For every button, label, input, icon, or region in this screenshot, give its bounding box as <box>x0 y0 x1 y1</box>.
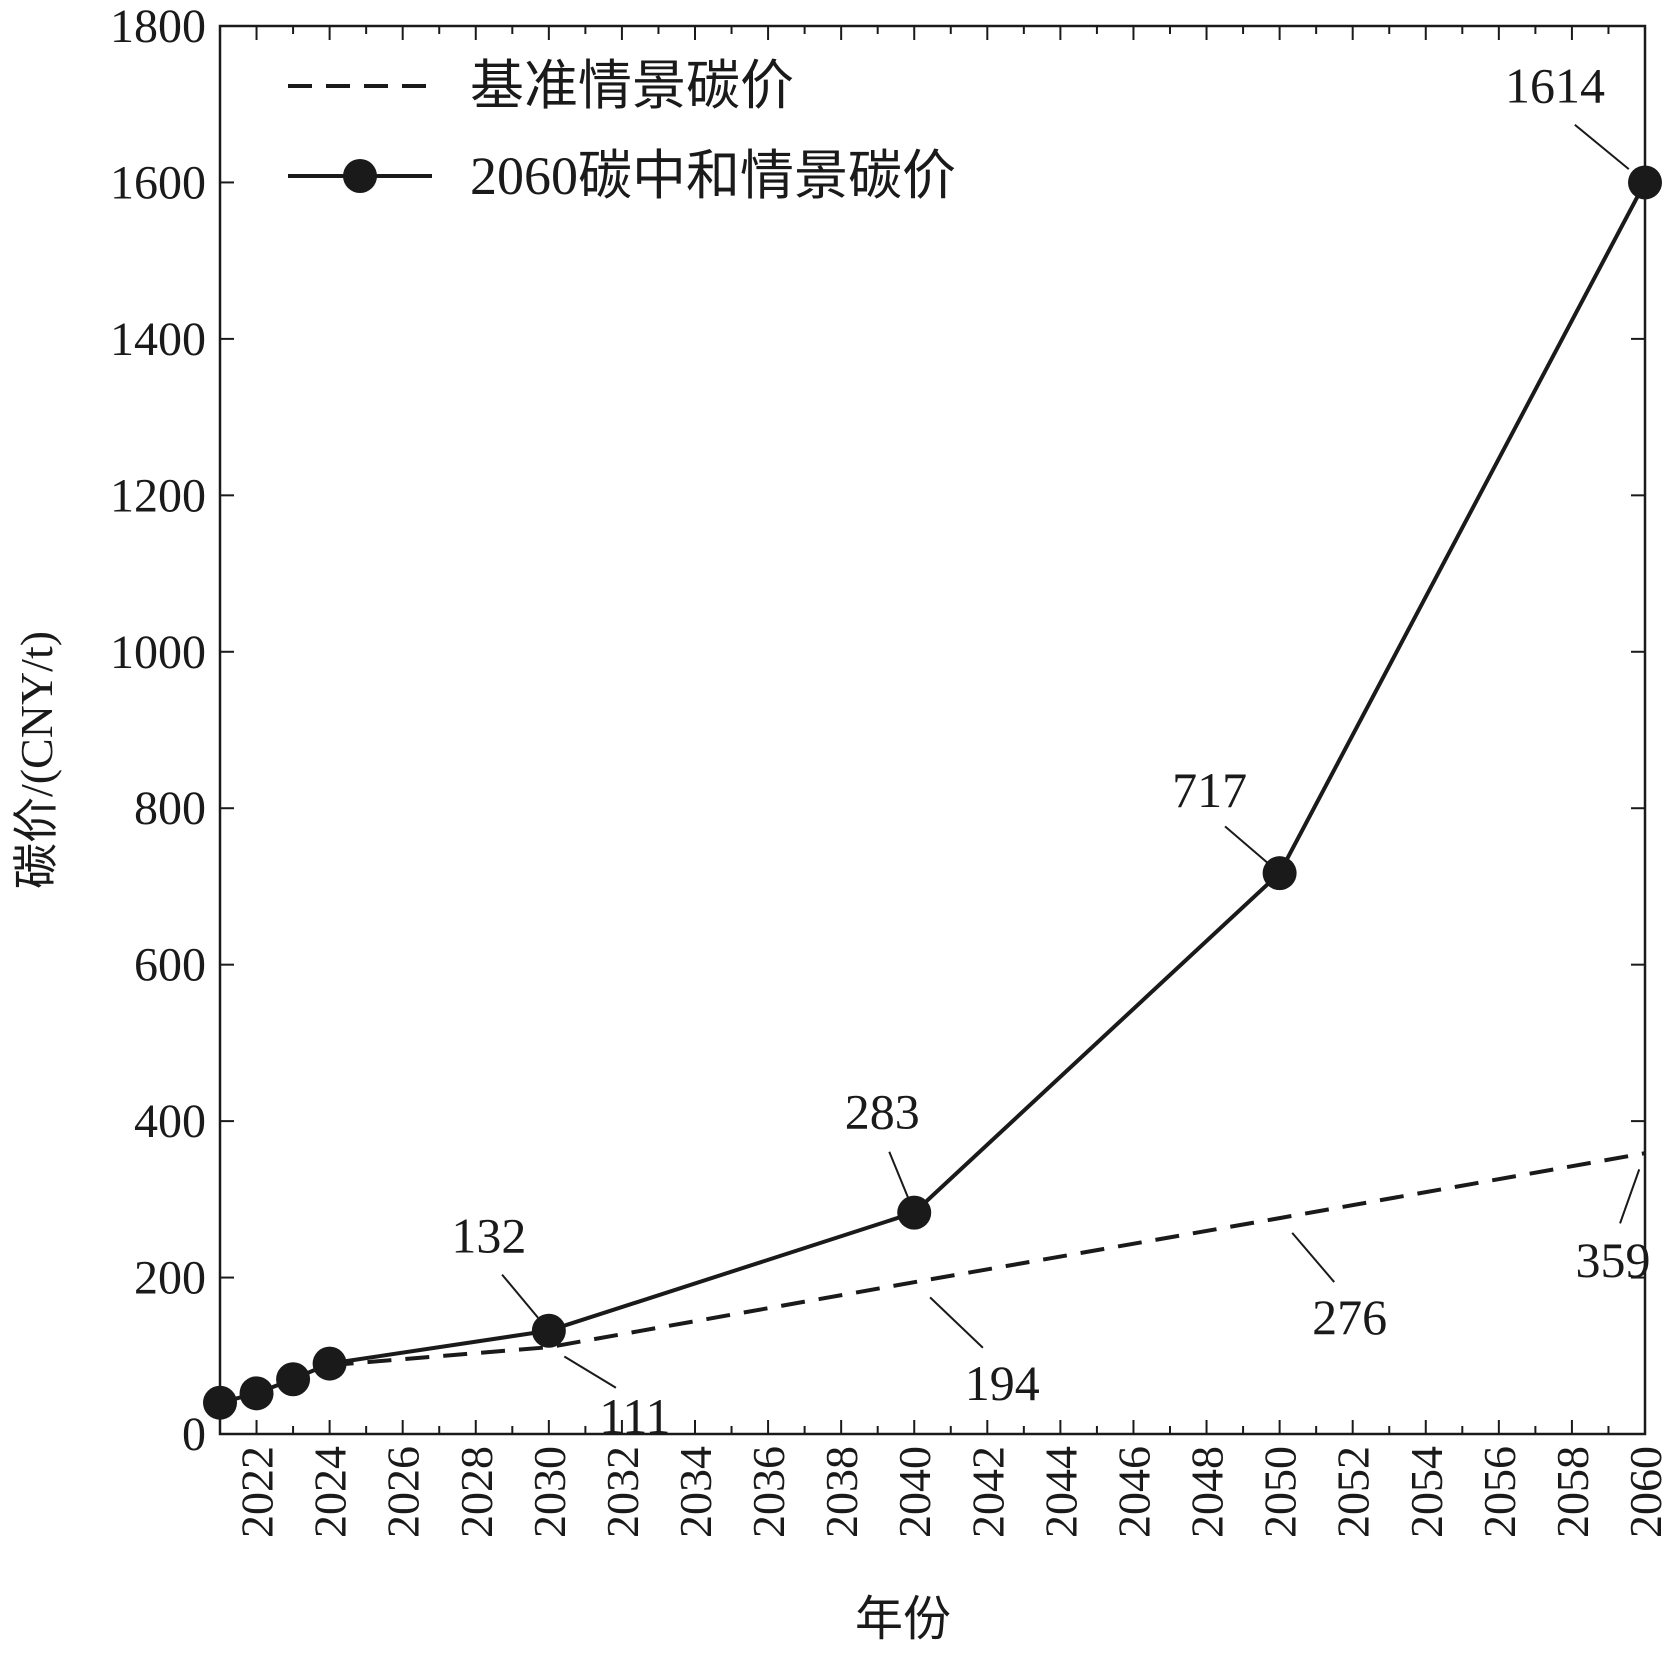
y-tick-label: 200 <box>134 1252 206 1305</box>
y-tick-label: 800 <box>134 782 206 835</box>
x-tick-label: 2024 <box>305 1446 356 1538</box>
x-tick-label: 2034 <box>670 1446 721 1538</box>
legend-label: 基准情景碳价 <box>470 56 794 116</box>
legend: 基准情景碳价 2060碳中和情景碳价 <box>288 56 956 206</box>
x-tick-label: 2042 <box>962 1446 1013 1538</box>
x-tick-label: 2046 <box>1108 1446 1159 1538</box>
neutrality-series-line <box>219 181 1647 1405</box>
x-tick-label: 2030 <box>524 1446 575 1538</box>
x-tick-label: 2028 <box>451 1446 502 1538</box>
annotation-leader-line <box>929 1296 984 1349</box>
x-tick-label: 2022 <box>232 1446 283 1538</box>
annotation-label: 717 <box>1172 762 1247 818</box>
annotation-label: 283 <box>845 1084 920 1140</box>
x-tick-label: 2058 <box>1547 1446 1598 1538</box>
neutrality-data-point <box>312 1346 347 1381</box>
y-axis: 0 200 400 600 800 1000 1200 1400 1600 1800 <box>110 0 1645 1461</box>
x-axis: 2022 2024 2026 2028 2030 2032 2034 2036 2038 2040… <box>219 26 1671 1538</box>
annotation-leader-line <box>1574 123 1630 170</box>
annotation-label: 1614 <box>1505 57 1605 113</box>
neutrality-data-point <box>203 1385 237 1420</box>
y-tick-label: 0 <box>182 1408 206 1461</box>
x-tick-label: 2040 <box>889 1446 940 1538</box>
annotation-label: 111 <box>599 1388 670 1444</box>
x-tick-label: 2048 <box>1182 1446 1233 1538</box>
neutrality-data-point <box>239 1376 274 1411</box>
baseline-series-line <box>329 1151 1646 1368</box>
plot-frame <box>218 24 1647 1436</box>
y-tick-label: 400 <box>134 1095 206 1148</box>
annotation-label: 359 <box>1576 1232 1651 1288</box>
annotation-label: 276 <box>1312 1289 1387 1345</box>
annotation-label: 194 <box>965 1355 1040 1411</box>
legend-label: 2060碳中和情景碳价 <box>470 146 956 206</box>
annotation-leader-line <box>888 1151 910 1199</box>
annotation-leader-line <box>1224 825 1268 864</box>
series-layer <box>203 165 1662 1420</box>
x-tick-label: 2052 <box>1328 1446 1379 1538</box>
plot-border <box>218 24 1647 1436</box>
annotation-leader-line <box>1291 1232 1335 1283</box>
y-tick-label: 1600 <box>110 156 206 209</box>
annotation-layer: 132 283 717 1614 111 194 276 359 <box>451 57 1650 1444</box>
x-tick-label: 2050 <box>1255 1446 1306 1538</box>
annotation-leader-line <box>501 1273 539 1319</box>
annotation-leader-line <box>1619 1169 1641 1224</box>
neutrality-data-point <box>1628 165 1662 200</box>
x-tick-label: 2044 <box>1035 1446 1086 1538</box>
x-tick-label: 2060 <box>1620 1446 1671 1538</box>
y-axis-title: 碳价/(CNY/t) <box>11 631 62 889</box>
neutrality-data-point <box>531 1313 566 1348</box>
y-tick-label: 1000 <box>110 626 206 679</box>
y-tick-label: 600 <box>134 939 206 992</box>
x-tick-label: 2056 <box>1474 1446 1525 1538</box>
y-tick-label: 1800 <box>110 0 206 53</box>
neutrality-data-point <box>897 1195 932 1230</box>
neutrality-data-point <box>276 1362 311 1397</box>
x-tick-label: 2038 <box>816 1446 867 1538</box>
x-tick-label: 2032 <box>597 1446 648 1538</box>
x-tick-label: 2026 <box>378 1446 429 1538</box>
annotation-label: 132 <box>451 1208 526 1264</box>
legend-marker <box>343 159 377 193</box>
y-tick-label: 1200 <box>110 469 206 522</box>
neutrality-data-point <box>1262 856 1297 891</box>
x-tick-label: 2054 <box>1401 1446 1452 1538</box>
x-axis-title: 年份 <box>855 1593 951 1646</box>
x-tick-label: 2036 <box>743 1446 794 1538</box>
annotation-leader-line <box>563 1355 617 1389</box>
y-tick-label: 1400 <box>110 313 206 366</box>
